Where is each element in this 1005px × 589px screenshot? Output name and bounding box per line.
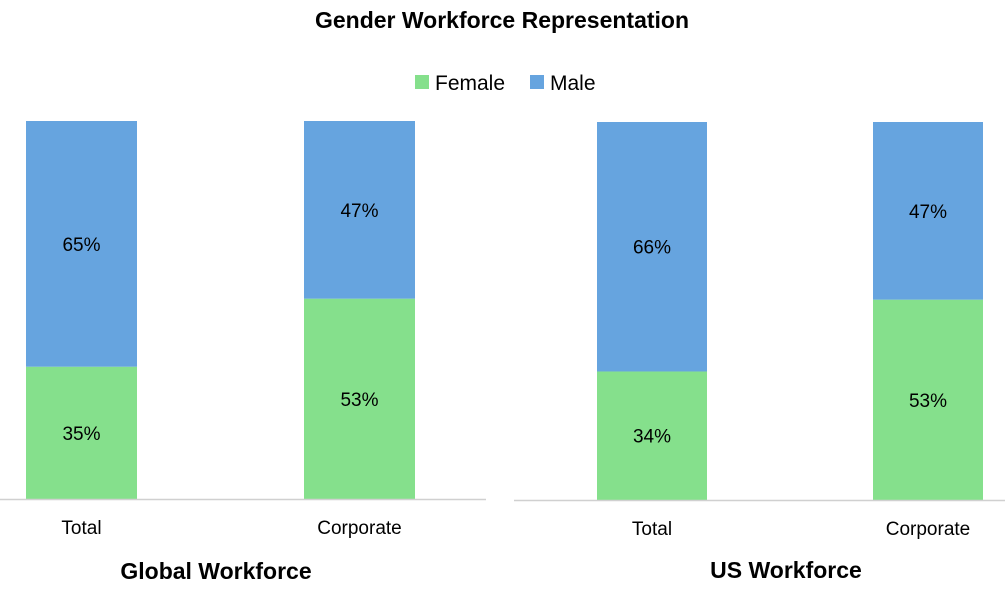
chart-title: Gender Workforce Representation [315, 7, 689, 33]
panel-title-global-workforce: Global Workforce [120, 558, 311, 584]
legend-swatch-male [530, 75, 544, 89]
data-label-us-workforce-total-female: 34% [633, 427, 671, 448]
data-label-global-workforce-corporate-male: 47% [340, 201, 378, 222]
bar-global-workforce-total-female [26, 366, 137, 499]
panel-title-us-workforce: US Workforce [710, 557, 862, 583]
data-label-global-workforce-corporate-female: 53% [340, 390, 378, 411]
bar-global-workforce-total-male [26, 121, 137, 367]
data-label-us-workforce-corporate-male: 47% [909, 202, 947, 223]
data-label-us-workforce-total-male: 66% [633, 238, 671, 259]
category-label-us-workforce-total: Total [632, 519, 672, 540]
data-label-us-workforce-corporate-female: 53% [909, 391, 947, 412]
data-label-global-workforce-total-male: 65% [62, 235, 100, 256]
category-label-global-workforce-corporate: Corporate [317, 518, 402, 539]
panel-us-workforce: 34% 66% Total 53% 47% Corporate US Workforce [514, 122, 1005, 583]
bar-us-workforce-corporate-female [873, 299, 983, 500]
bar-global-workforce-corporate-male [304, 121, 415, 299]
legend: Female Male [415, 72, 596, 95]
data-label-global-workforce-total-female: 35% [62, 424, 100, 445]
category-label-us-workforce-corporate: Corporate [886, 519, 971, 540]
bar-us-workforce-total-female [597, 371, 707, 500]
category-label-global-workforce-total: Total [61, 518, 101, 539]
panel-global-workforce: 35% 65% Total 53% 47% Corporate Global Workfor… [0, 121, 486, 584]
bar-us-workforce-total-male [597, 122, 707, 372]
bar-global-workforce-corporate-female [304, 298, 415, 499]
legend-label-male: Male [550, 72, 596, 95]
bar-us-workforce-corporate-male [873, 122, 983, 300]
legend-label-female: Female [435, 72, 505, 95]
legend-swatch-female [415, 75, 429, 89]
